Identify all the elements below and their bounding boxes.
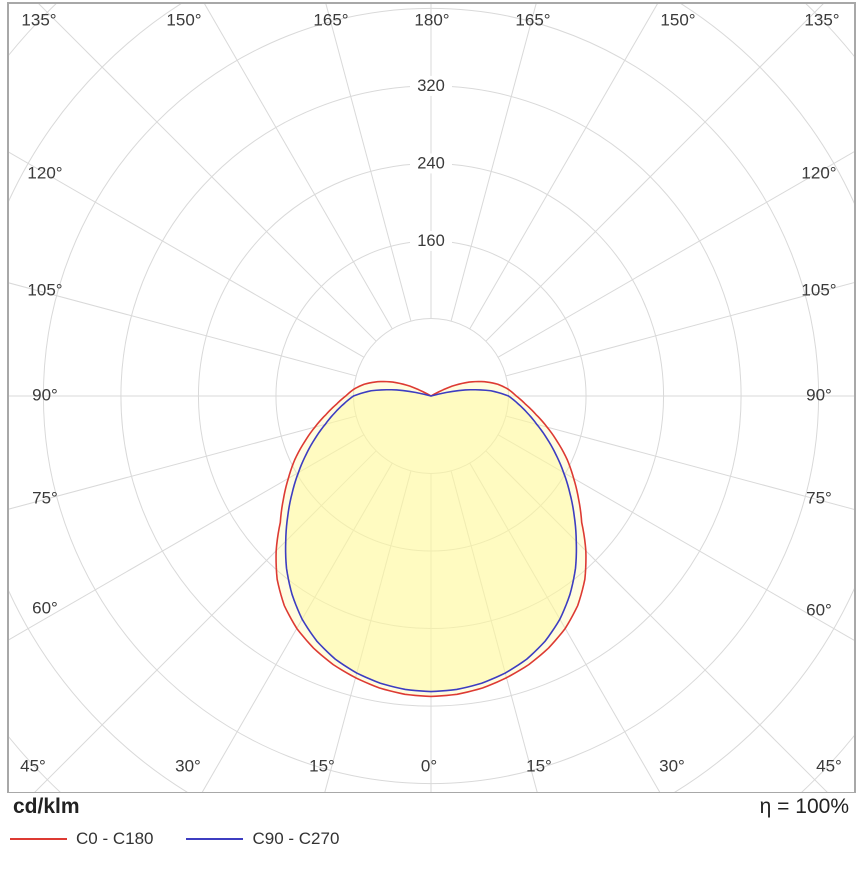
angle-tick-label: 60° [806,601,832,620]
angle-tick-label: 105° [27,281,62,300]
polar-grid-spoke [34,450,377,792]
radial-tick-label: 240 [417,154,445,172]
radial-label-halo [410,230,452,251]
plot-area [9,4,854,792]
legend: C0 - C180 C90 - C270 [10,829,339,849]
polar-grid-spoke [469,4,658,330]
angle-tick-label: 60° [32,599,58,618]
angle-tick-label: 120° [27,164,62,183]
angle-tick-label: 45° [20,757,46,776]
polar-grid-spoke [485,4,824,342]
polar-grid-spoke [9,151,365,358]
polar-grid-spoke [201,462,393,792]
polar-grid-spoke [450,470,538,792]
efficiency-label: η = 100% [759,795,849,818]
angle-tick-label: 165° [515,11,550,30]
polar-grid-spoke [325,4,412,322]
angle-tick-label: 90° [806,386,832,405]
legend-label: C90 - C270 [252,829,340,848]
angle-tick-label: 105° [801,281,836,300]
angle-tick-label: 15° [309,757,335,776]
angle-tick-label: 165° [313,11,348,30]
polar-grid-spoke [9,415,357,510]
angle-tick-label: 15° [526,757,552,776]
polar-grid-spoke [505,282,854,377]
angle-tick-label: 75° [32,489,58,508]
radial-tick-label: 320 [417,77,445,95]
legend-item-c90-c270: C90 - C270 [186,829,339,849]
polar-chart: 160 240 320 135° 150° 165° 180° 165° 150° 135° 45°… [7,2,856,793]
polar-grid-spoke [497,151,854,358]
polar-grid-spoke [324,470,412,792]
polar-grid-spoke [505,415,854,510]
radial-label-halo [410,153,452,174]
angle-tick-label: 30° [659,757,685,776]
plot-frame [7,2,856,793]
angle-tick-label: 45° [816,757,842,776]
radial-label-halo [410,75,452,96]
polar-grid-spoke [485,450,828,792]
curve-c90-c270 [284,388,578,693]
angle-tick-label: 135° [21,11,56,30]
legend-item-c0-c180: C0 - C180 [10,829,153,849]
legend-label: C0 - C180 [76,829,154,848]
angle-tick-label: 180° [414,11,449,30]
angle-tick-label: 90° [32,386,58,405]
angle-tick-label: 150° [660,11,695,30]
polar-grid-spoke [9,282,357,377]
curve-c0-c180 [275,380,587,698]
polar-grid-spoke [497,434,854,641]
polar-grid-spoke [469,462,661,792]
angle-tick-label: 150° [166,11,201,30]
angle-tick-label: 135° [804,11,839,30]
legend-line-red [10,838,67,840]
polar-grid-spoke [9,434,365,641]
angle-tick-label: 75° [806,489,832,508]
polar-grid-spoke [38,4,377,342]
angle-tick-label: 0° [421,757,437,776]
radial-tick-label: 160 [417,232,445,250]
legend-line-blue [186,838,244,840]
units-label: cd/klm [13,795,80,818]
angle-tick-label: 120° [801,164,836,183]
angle-tick-label: 30° [175,757,201,776]
polar-grid-spoke [450,4,537,322]
polar-grid-spoke [204,4,393,330]
